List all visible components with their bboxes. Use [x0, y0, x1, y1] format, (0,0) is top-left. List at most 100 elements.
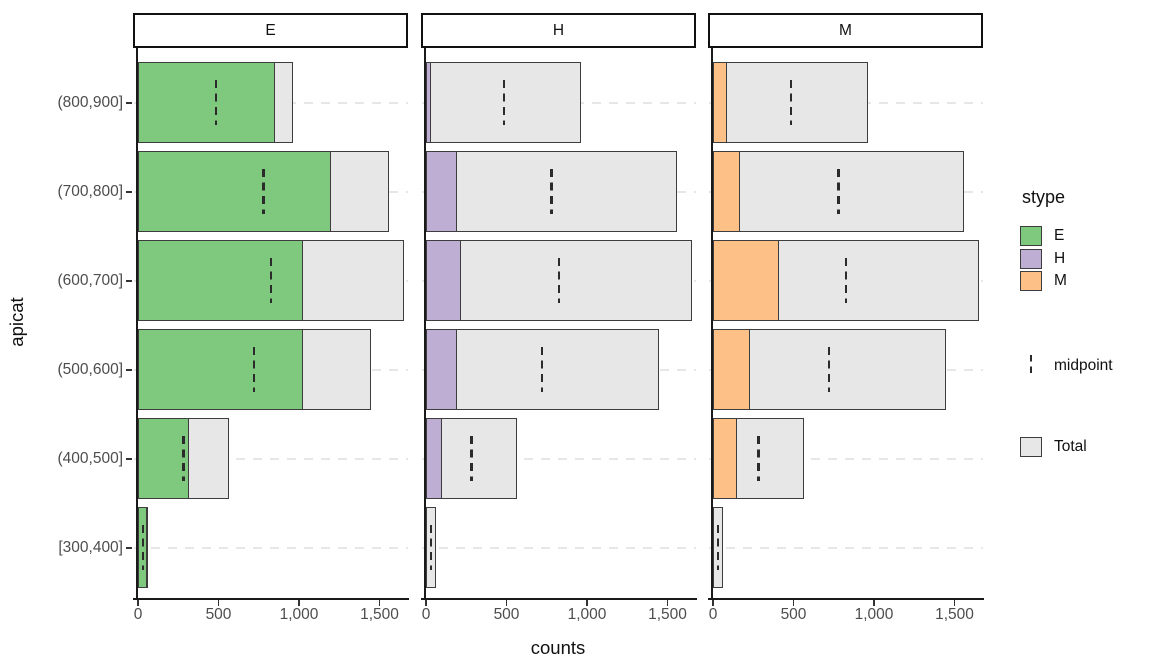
x-axis-tick [666, 600, 669, 606]
midpoint-dashed-line-icon [1029, 355, 1033, 377]
gridline [709, 457, 983, 460]
legend-title: stype [1022, 187, 1066, 207]
x-axis-tick-label: 0 [708, 606, 718, 623]
x-axis-tick [953, 600, 956, 606]
bar-total [713, 62, 869, 143]
gridline [422, 546, 696, 549]
midpoint-line [270, 258, 273, 303]
x-axis-tick-label: 0 [421, 606, 431, 623]
x-axis-tick [586, 600, 588, 606]
midpoint-line [845, 258, 848, 303]
x-axis-tick-label: 1,500 [648, 606, 687, 623]
x-axis-tick [873, 600, 875, 606]
y-axis-label: (800,900] [57, 93, 124, 111]
facet-header-label: E [265, 21, 276, 39]
bar-stype-M [713, 240, 779, 321]
legend-label-E: E [1054, 227, 1065, 244]
y-axis-title: apicat [6, 297, 27, 347]
bar-stype-E [138, 62, 275, 143]
bar-stype-H [426, 151, 457, 232]
midpoint-line [214, 80, 217, 125]
legend-swatch-E [1020, 226, 1042, 246]
facet-header-label: M [839, 21, 852, 39]
y-axis-tick [125, 457, 132, 460]
x-axis-tick [137, 600, 139, 606]
legend-item-E: E [1020, 226, 1064, 246]
x-axis-tick [505, 600, 508, 606]
bar-stype-M [713, 62, 727, 143]
midpoint-line [558, 258, 561, 303]
bar-stype-E [138, 240, 304, 321]
y-axis-label: (600,700] [57, 271, 124, 289]
midpoint-line [541, 347, 544, 392]
bar-stype-H [426, 418, 443, 499]
legend-swatch-total [1020, 437, 1042, 457]
x-axis-line [708, 598, 984, 600]
x-axis-tick-label: 1,500 [360, 606, 399, 623]
y-axis-tick [125, 279, 132, 282]
x-axis-tick-label: 0 [133, 606, 143, 623]
midpoint-line [837, 169, 840, 214]
x-axis-title: counts [530, 637, 586, 658]
y-axis-label: (500,600] [57, 360, 124, 378]
y-axis-tick [125, 368, 132, 371]
x-axis-tick [712, 600, 714, 606]
x-axis-tick [298, 600, 300, 606]
legend-item-M: M [1020, 271, 1067, 291]
x-axis-tick-label: 500 [205, 606, 232, 623]
y-axis-tick [125, 101, 132, 104]
y-axis-line [424, 48, 426, 598]
y-axis-tick [125, 546, 132, 549]
midpoint-line [757, 436, 760, 481]
bar-stype-E [138, 418, 189, 499]
y-axis-label: (400,500] [57, 449, 124, 467]
gridline [134, 546, 408, 549]
gridline [134, 457, 408, 460]
bar-stype-M [713, 418, 738, 499]
midpoint-line [828, 347, 831, 392]
midpoint-line [429, 525, 432, 570]
facet-header-E: E [133, 13, 408, 48]
y-axis-label: (700,800] [57, 182, 124, 200]
facet-panel-H: H 0 500 1,000 1,500 [421, 0, 697, 672]
bar-stype-M [713, 151, 741, 232]
x-axis-tick [217, 600, 220, 606]
legend-item-midpoint: midpoint [1020, 355, 1113, 377]
legend-swatch-M [1020, 271, 1042, 291]
facet-header-H: H [421, 13, 696, 48]
midpoint-line [470, 436, 473, 481]
x-axis-line [421, 598, 697, 600]
midpoint-line [716, 525, 719, 570]
legend-swatch-H [1020, 248, 1042, 269]
y-axis-tick [125, 190, 132, 193]
bar-stype-E [138, 151, 332, 232]
midpoint-line [550, 169, 553, 214]
gridline [422, 457, 696, 460]
gridline [709, 546, 983, 549]
midpoint-line [262, 169, 265, 214]
x-axis-tick-label: 500 [780, 606, 807, 623]
legend-item-total: Total [1020, 437, 1087, 457]
facet-header-M: M [708, 13, 983, 48]
midpoint-line [253, 347, 256, 392]
legend-item-H: H [1020, 248, 1066, 269]
midpoint-line [182, 436, 185, 481]
bar-stype-H [426, 62, 431, 143]
x-axis-tick [425, 600, 427, 606]
midpoint-key [1020, 355, 1042, 377]
midpoint-line [502, 80, 505, 125]
facet-header-label: H [552, 21, 565, 39]
legend-label-H: H [1054, 249, 1066, 267]
legend-label-total: Total [1054, 438, 1087, 455]
x-axis-tick-label: 500 [493, 606, 520, 623]
legend-label-M: M [1054, 272, 1067, 289]
x-axis-tick-label: 1,000 [279, 606, 319, 623]
bar-stype-H [426, 240, 462, 321]
midpoint-line [141, 525, 144, 570]
y-axis-line [711, 48, 713, 598]
x-axis-tick-label: 1,500 [935, 606, 974, 623]
x-axis-tick-label: 1,000 [854, 606, 894, 623]
x-axis-tick-label: 1,000 [567, 606, 607, 623]
x-axis-tick [792, 600, 795, 606]
